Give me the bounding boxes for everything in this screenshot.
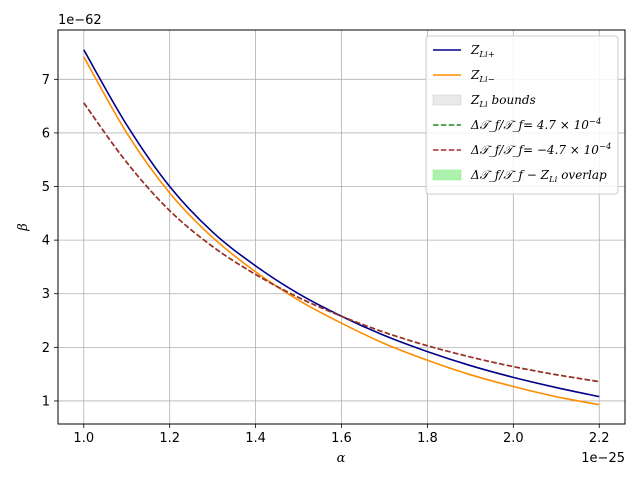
series-line-1 bbox=[83, 56, 600, 406]
y-tick-label: 7 bbox=[42, 73, 50, 88]
y-tick-label: 5 bbox=[42, 180, 50, 195]
series-line-4 bbox=[83, 102, 600, 383]
legend-swatch bbox=[432, 94, 462, 106]
data-series bbox=[83, 49, 600, 406]
x-tick-label: 2.2 bbox=[589, 431, 610, 446]
ticks: 1.0 1.2 1.4 1.6 1.8 2.0 2.2 1 2 3 4 5 6 7 bbox=[42, 73, 610, 446]
legend-label: ZLi​ bounds bbox=[470, 93, 536, 110]
legend-label: Δ𝒯_f/𝒯_f= 4.7 × 10−4​ bbox=[470, 117, 601, 132]
y-offset-text: 1e−62 bbox=[58, 13, 102, 28]
x-tick-label: 2.0 bbox=[503, 431, 524, 446]
y-tick-label: 4 bbox=[42, 234, 50, 249]
legend-frame bbox=[425, 35, 619, 195]
y-tick-label: 6 bbox=[42, 126, 50, 141]
y-tick-label: 3 bbox=[42, 287, 50, 302]
x-offset-text: 1e−25 bbox=[581, 451, 625, 466]
legend-label: ZLi−​ bbox=[470, 68, 495, 85]
legend: ZLi+​ ZLi−​ ZLi​ bounds Δ𝒯_f/𝒯_f= 4.7 × 10−… bbox=[425, 35, 619, 195]
y-axis-label: β bbox=[16, 223, 31, 232]
y-tick-label: 2 bbox=[42, 341, 50, 356]
x-tick-label: 1.4 bbox=[245, 431, 266, 446]
x-tick-label: 1.0 bbox=[73, 431, 94, 446]
series-line-0 bbox=[83, 49, 600, 398]
legend-label: Δ𝒯_f/𝒯_f − ZLi​ overlap bbox=[470, 168, 607, 185]
y-tick-label: 1 bbox=[42, 394, 50, 409]
x-axis-label: α bbox=[337, 451, 346, 466]
legend-label: ZLi+​ bbox=[470, 43, 495, 60]
x-tick-label: 1.8 bbox=[417, 431, 438, 446]
x-tick-label: 1.6 bbox=[331, 431, 352, 446]
x-tick-label: 1.2 bbox=[159, 431, 180, 446]
legend-label: Δ𝒯_f/𝒯_f= −4.7 × 10−4​ bbox=[470, 142, 611, 157]
legend-swatch bbox=[432, 169, 462, 181]
